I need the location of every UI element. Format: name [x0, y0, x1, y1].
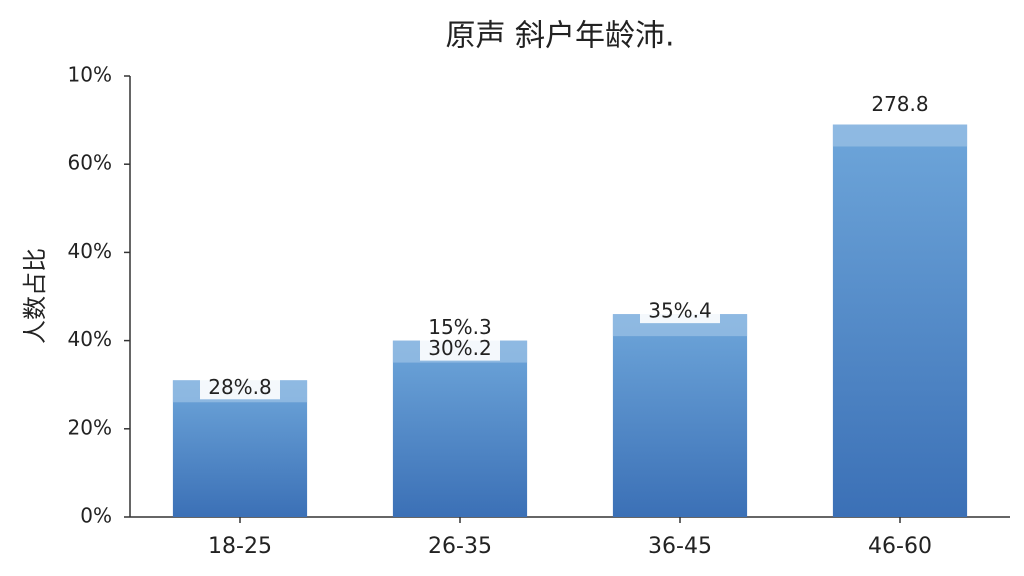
x-tick-label: 18-25 [208, 534, 272, 559]
chart-title: 原声 斜户年龄沛. [445, 19, 674, 54]
data-label: 15%.3 [428, 315, 492, 339]
bar [832, 124, 968, 517]
bar-highlight [832, 124, 968, 147]
bar [612, 314, 748, 517]
data-label: 28%.8 [208, 375, 272, 399]
label-box [420, 338, 500, 361]
y-tick-label: 20% [68, 415, 112, 439]
label-box [860, 94, 940, 117]
data-label: 35%.4 [648, 299, 712, 323]
label-box [420, 317, 500, 340]
data-label: 30%.2 [428, 336, 492, 360]
y-tick-label: 10% [68, 63, 112, 87]
y-tick-label: 40% [68, 239, 112, 263]
y-axis-label: 人数占比 [21, 248, 49, 344]
data-label: 278.8 [871, 92, 928, 116]
x-tick-label: 46-60 [868, 534, 932, 559]
x-tick-label: 26-35 [428, 534, 492, 559]
y-tick-label: 40% [68, 327, 112, 351]
y-tick-label: 60% [68, 151, 112, 175]
x-tick-label: 36-45 [648, 534, 712, 559]
bar [392, 340, 528, 517]
y-tick-label: 0% [80, 504, 112, 528]
label-box [640, 301, 720, 324]
label-box [200, 377, 280, 400]
bar [172, 380, 308, 517]
